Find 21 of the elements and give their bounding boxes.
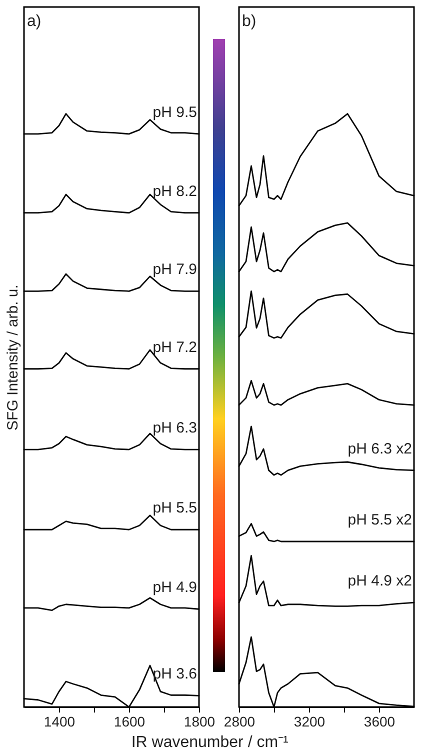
series-label: pH 8.2: [152, 182, 197, 200]
x-axis-title: IR wavenumber / cm⁻¹: [131, 734, 288, 751]
x-tick-label: 1800: [184, 714, 216, 730]
x-tick-label: 1400: [44, 714, 76, 730]
chart-title: a): [27, 13, 42, 30]
series-label: pH 7.9: [152, 261, 197, 278]
x-tick-label: 2800: [224, 714, 256, 730]
series-label: pH 7.2: [152, 338, 197, 356]
series-label: pH 6.3: [152, 420, 197, 437]
series-label: pH 4.9 x2: [348, 572, 412, 590]
series-label: pH 6.3 x2: [348, 440, 412, 458]
x-tick-label: 3600: [364, 714, 396, 730]
y-axis-title: SFG Intensity / arb. u.: [4, 284, 22, 430]
series-label: pH 5.5: [152, 500, 197, 517]
x-tick-label: 1600: [114, 714, 146, 730]
series-label: pH 4.9: [152, 579, 197, 596]
series-label: pH 5.5 x2: [348, 511, 412, 528]
series-label: pH 3.6: [152, 666, 197, 683]
chart-title: b): [242, 13, 256, 30]
x-tick-label: 3200: [294, 714, 326, 730]
series-label: pH 9.5: [152, 104, 197, 121]
